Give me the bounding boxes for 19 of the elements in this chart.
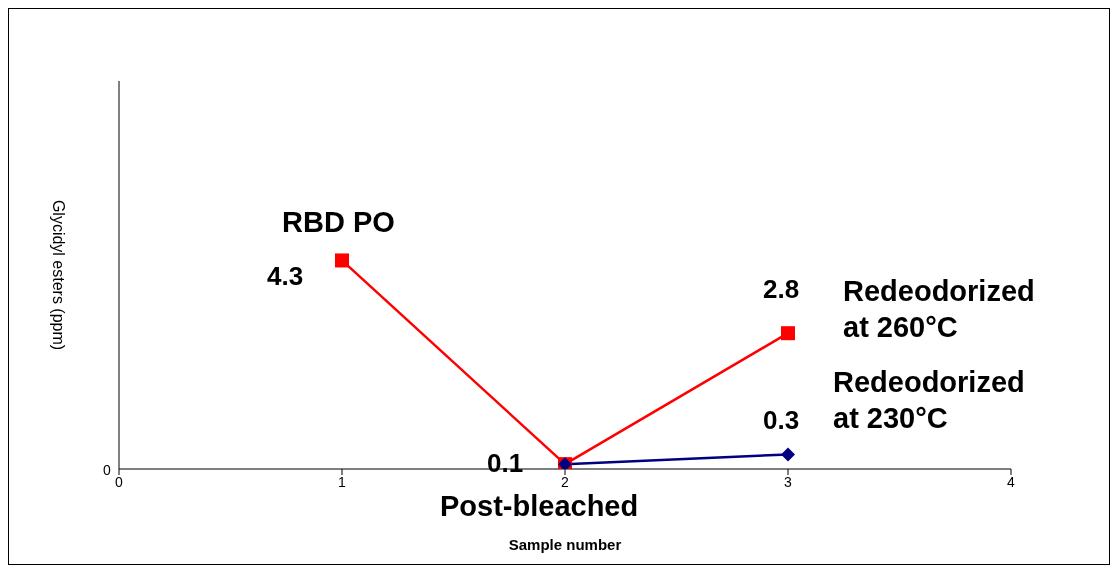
data-label: 0.3 [763,405,800,436]
data-label: 0.1 [487,448,524,479]
point [335,253,349,268]
x-tick-label: 3 [784,473,793,490]
annotation: RBD PO [282,206,395,239]
annotation: Redeodorized at 230°C [833,366,1025,435]
y-axis-title: Glycidyl esters (ppm) [50,199,68,351]
x-tick-label: 4 [1007,473,1016,490]
text: 0 [103,462,111,478]
annotation: Post-bleached [440,490,639,523]
annotation: Redeodorized at 260°C [843,275,1035,344]
x-tick-label: 0 [115,473,124,490]
data-label: 2.8 [763,274,800,305]
x-axis-title: Sample number [508,536,622,553]
x-tick-label: 1 [338,473,347,490]
x-tick-label: 2 [561,473,570,490]
point [781,447,795,462]
data-label: 4.3 [267,261,304,292]
point [781,326,795,341]
